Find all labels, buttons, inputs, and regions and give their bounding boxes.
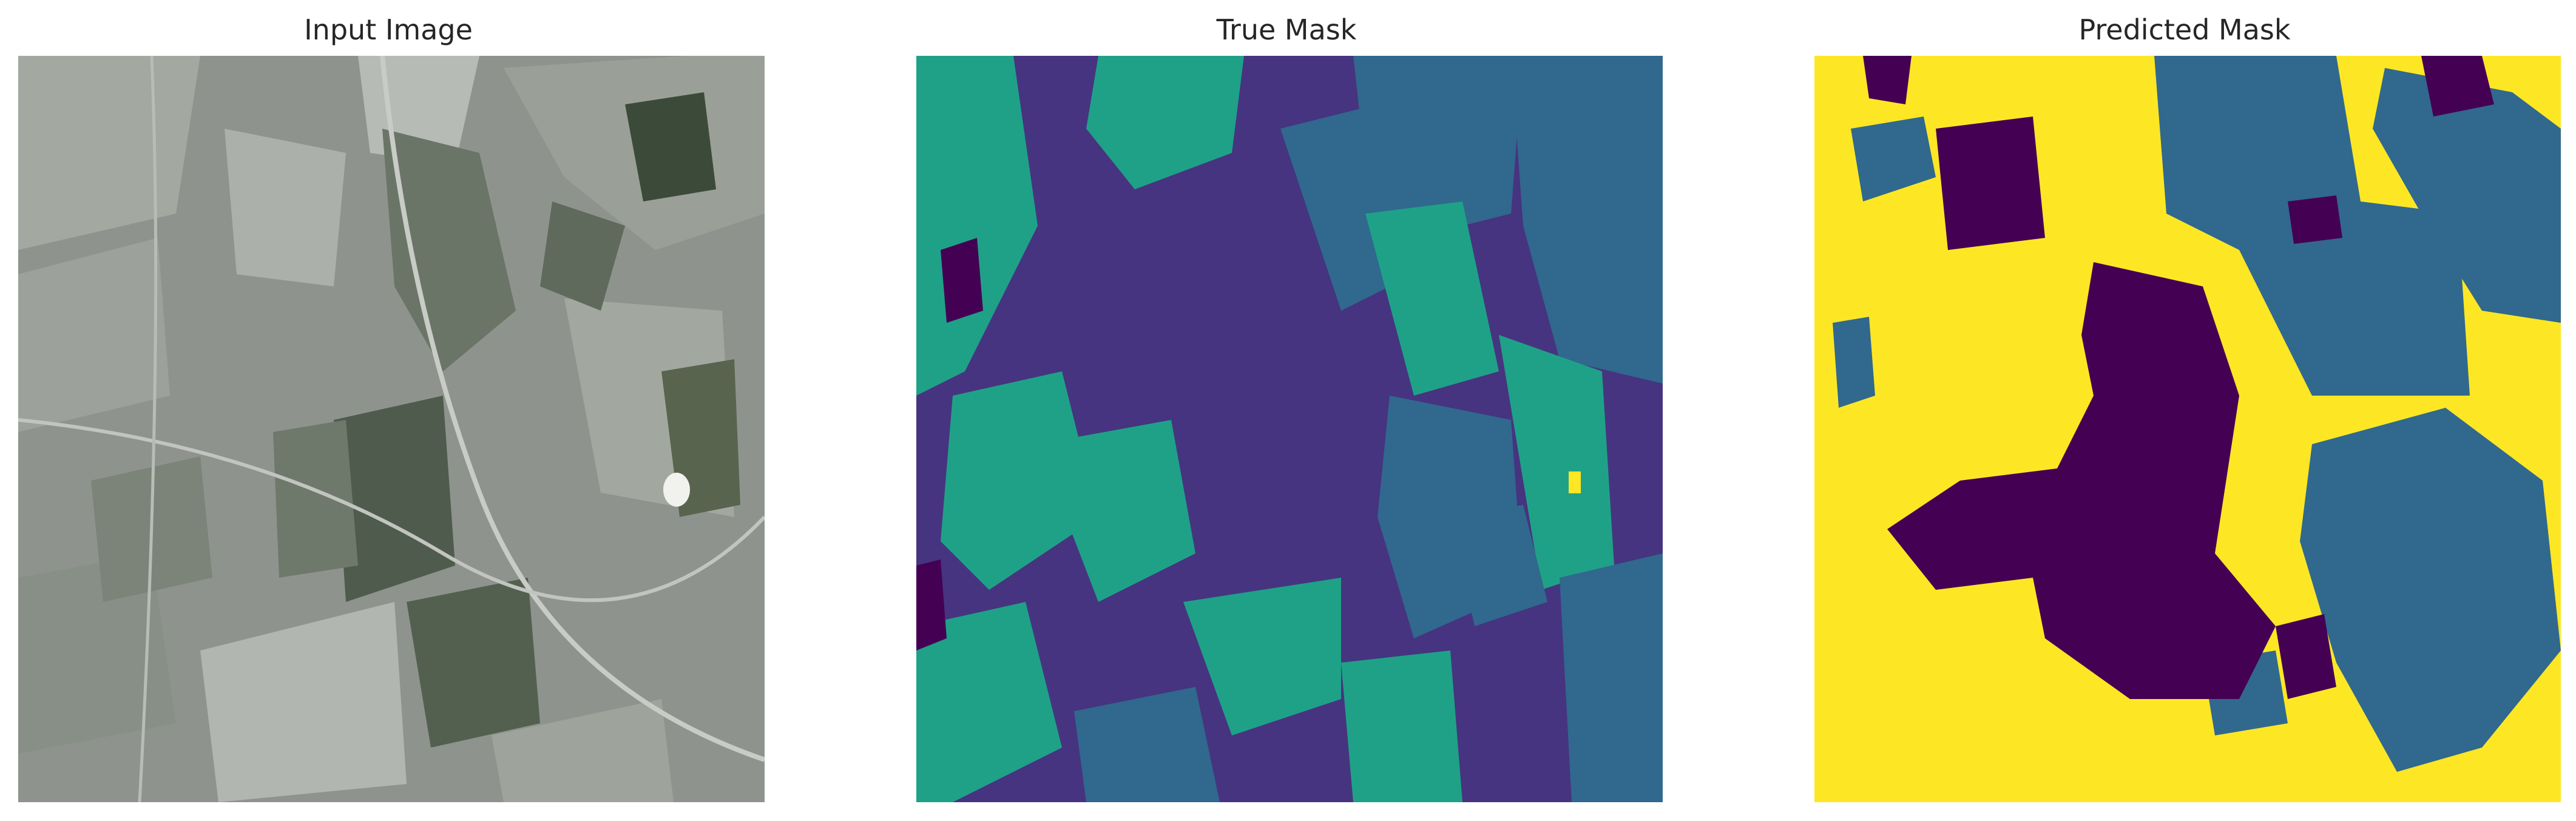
input-image — [18, 56, 765, 802]
predicted-mask-panel: Predicted Mask — [1805, 0, 2564, 821]
true-mask-image — [916, 56, 1663, 802]
input-image-title: Input Image — [304, 13, 473, 46]
true-mask-title: True Mask — [1216, 13, 1357, 46]
input-image-panel: Input Image — [9, 0, 768, 821]
predicted-mask-image — [1814, 56, 2561, 802]
predicted-mask-title: Predicted Mask — [2078, 13, 2291, 46]
true-mask-panel: True Mask — [907, 0, 1666, 821]
